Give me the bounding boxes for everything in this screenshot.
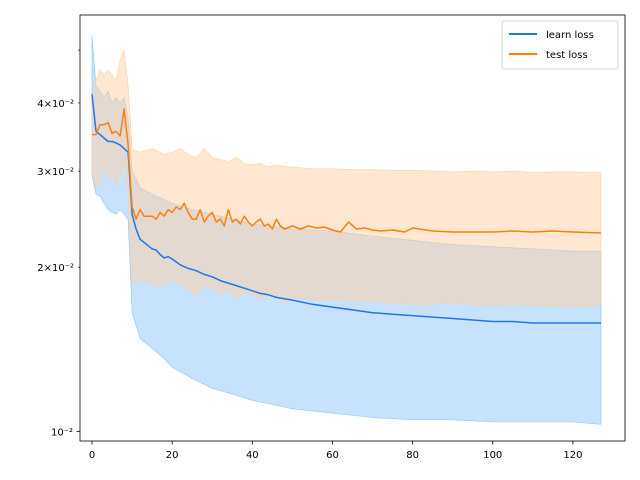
y-tick-label: 2×10⁻² [37, 263, 74, 274]
y-tick-label: 10⁻² [51, 427, 73, 438]
x-axis: 0 20 40 60 80 100 120 [89, 441, 582, 461]
x-tick-label: 80 [406, 450, 419, 461]
x-tick-label: 0 [89, 450, 95, 461]
learn-loss-line [91, 94, 601, 324]
x-tick-label: 100 [483, 450, 502, 461]
legend-label-learn: learn loss [546, 30, 594, 41]
legend-box [501, 20, 619, 70]
y-axis: 10⁻² 2×10⁻² 3×10⁻² 4×10⁻² [37, 49, 80, 438]
legend-label-test: test loss [546, 50, 588, 61]
x-tick-label: 40 [246, 450, 259, 461]
test-loss-band [91, 49, 602, 308]
mean-lines [91, 94, 602, 324]
x-tick-label: 120 [563, 450, 582, 461]
x-tick-label: 20 [166, 450, 179, 461]
confidence-bands [91, 36, 602, 425]
y-tick-label: 3×10⁻² [37, 167, 74, 178]
plot-frame [79, 14, 626, 442]
y-tick-label: 4×10⁻² [37, 99, 74, 110]
x-tick-label: 60 [326, 450, 339, 461]
legend: learn loss test loss [501, 20, 619, 70]
test-loss-line [92, 108, 602, 234]
